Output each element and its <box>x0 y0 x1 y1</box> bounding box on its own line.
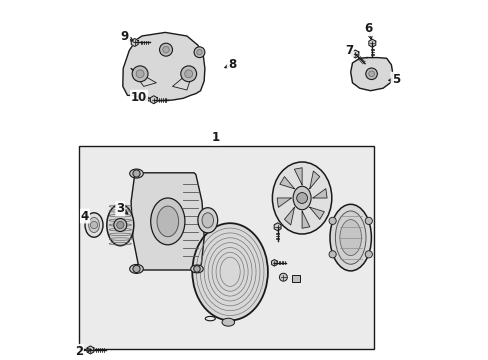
Polygon shape <box>302 211 309 228</box>
Polygon shape <box>368 39 375 47</box>
Polygon shape <box>274 223 281 231</box>
Polygon shape <box>271 260 277 266</box>
Polygon shape <box>277 198 291 207</box>
Ellipse shape <box>279 273 287 281</box>
Text: 8: 8 <box>227 58 236 71</box>
Circle shape <box>194 47 204 58</box>
Polygon shape <box>309 171 319 189</box>
Ellipse shape <box>129 169 143 178</box>
Polygon shape <box>284 207 294 225</box>
Ellipse shape <box>192 223 267 320</box>
Ellipse shape <box>150 198 184 245</box>
Text: 2: 2 <box>75 345 83 358</box>
Polygon shape <box>150 96 157 104</box>
Circle shape <box>136 70 144 78</box>
Circle shape <box>133 265 140 273</box>
Circle shape <box>365 68 377 80</box>
Ellipse shape <box>222 318 234 326</box>
Circle shape <box>196 49 202 55</box>
Circle shape <box>296 193 307 203</box>
Ellipse shape <box>198 208 217 233</box>
Ellipse shape <box>157 206 178 237</box>
Circle shape <box>163 46 169 53</box>
Polygon shape <box>351 50 358 58</box>
Polygon shape <box>131 39 138 46</box>
Text: 10: 10 <box>131 91 147 104</box>
Ellipse shape <box>339 220 361 256</box>
Polygon shape <box>312 189 326 198</box>
Bar <box>292 275 299 282</box>
Text: 3: 3 <box>116 202 124 215</box>
Circle shape <box>368 71 374 77</box>
Ellipse shape <box>202 213 213 228</box>
Circle shape <box>365 217 372 225</box>
Text: 7: 7 <box>344 44 352 57</box>
Ellipse shape <box>190 265 203 273</box>
Circle shape <box>184 70 192 78</box>
Circle shape <box>117 221 123 229</box>
Ellipse shape <box>88 217 99 233</box>
Polygon shape <box>279 177 294 189</box>
Polygon shape <box>350 58 392 91</box>
Ellipse shape <box>129 264 143 274</box>
Text: 4: 4 <box>81 210 89 222</box>
Circle shape <box>328 251 336 258</box>
Text: 1: 1 <box>211 131 219 144</box>
Bar <box>79 146 373 349</box>
Ellipse shape <box>106 204 134 246</box>
Polygon shape <box>131 173 204 270</box>
Ellipse shape <box>292 186 310 210</box>
Ellipse shape <box>272 162 331 234</box>
Circle shape <box>365 251 372 258</box>
Polygon shape <box>87 346 94 354</box>
Circle shape <box>114 219 126 231</box>
Circle shape <box>181 66 196 82</box>
Circle shape <box>132 66 148 82</box>
Text: 5: 5 <box>391 73 399 86</box>
Ellipse shape <box>85 213 103 237</box>
Text: 9: 9 <box>121 30 129 42</box>
Circle shape <box>90 221 98 229</box>
Circle shape <box>193 266 200 272</box>
Polygon shape <box>122 32 204 101</box>
Circle shape <box>328 217 336 225</box>
Text: 6: 6 <box>364 22 372 35</box>
Circle shape <box>133 170 140 177</box>
Polygon shape <box>294 168 302 185</box>
Circle shape <box>159 43 172 56</box>
Ellipse shape <box>329 204 371 271</box>
Polygon shape <box>309 207 324 219</box>
Ellipse shape <box>335 211 365 264</box>
